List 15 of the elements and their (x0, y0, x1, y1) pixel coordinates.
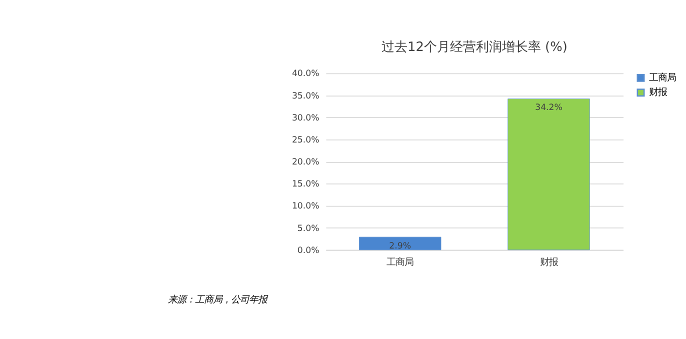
legend-label: 工商局 (648, 72, 676, 84)
y-tick-label: 35.0% (292, 91, 320, 102)
y-tick-label: 25.0% (292, 135, 320, 146)
y-tick-label: 40.0% (292, 69, 320, 80)
legend-label: 财报 (648, 87, 667, 98)
y-tick-label: 5.0% (297, 224, 320, 234)
y-tick-label: 30.0% (292, 113, 320, 124)
chart-title: 过去12个月经营利润增长率 (%) (381, 38, 568, 55)
y-tick-label: 0.0% (297, 246, 320, 256)
data-label: 34.2% (535, 103, 562, 114)
y-tick-label: 10.0% (292, 202, 320, 212)
source-note: 来源：工商局，公司年报 (168, 294, 270, 306)
data-label: 2.9% (389, 241, 412, 252)
y-tick-label: 15.0% (292, 180, 320, 190)
y-tick-label: 20.0% (292, 158, 320, 168)
